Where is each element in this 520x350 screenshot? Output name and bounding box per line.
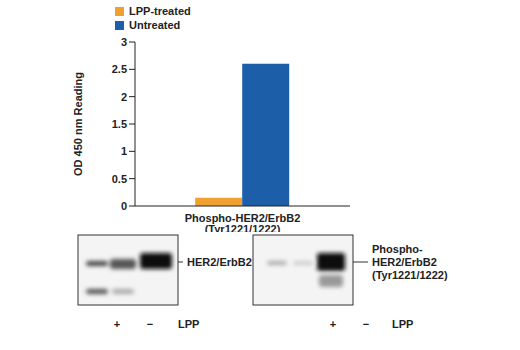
svg-text:LPP: LPP	[392, 318, 413, 330]
html-text:LPP-treated: LPP-treated	[129, 5, 191, 17]
svg-text:Phospho-HER2/ErbB2(Tyr1221/122: Phospho-HER2/ErbB2(Tyr1221/1222)	[185, 212, 301, 232]
svg-text:0: 0	[121, 200, 127, 212]
svg-text:2.5: 2.5	[112, 63, 127, 75]
svg-text:(Tyr1221/1222): (Tyr1221/1222)	[372, 269, 448, 281]
svg-text:HER2/ErbB2: HER2/ErbB2	[372, 256, 437, 268]
svg-text:OD 450 nm Reading: OD 450 nm Reading	[72, 72, 84, 176]
svg-text:3: 3	[121, 36, 127, 48]
svg-text:+: +	[330, 318, 336, 330]
svg-text:Phospho-: Phospho-	[372, 243, 423, 255]
svg-text:HER2/ErbB2: HER2/ErbB2	[187, 256, 252, 268]
svg-text:−: −	[147, 318, 153, 330]
svg-text:+: +	[114, 318, 120, 330]
svg-text:1: 1	[121, 145, 127, 157]
svg-text:−: −	[363, 318, 369, 330]
svg-text:LPP: LPP	[178, 318, 199, 330]
svg-text:0.5: 0.5	[112, 173, 127, 185]
svg-text:1.5: 1.5	[112, 118, 127, 130]
svg-text:2: 2	[121, 91, 127, 103]
html-text:Untreated: Untreated	[129, 19, 181, 31]
